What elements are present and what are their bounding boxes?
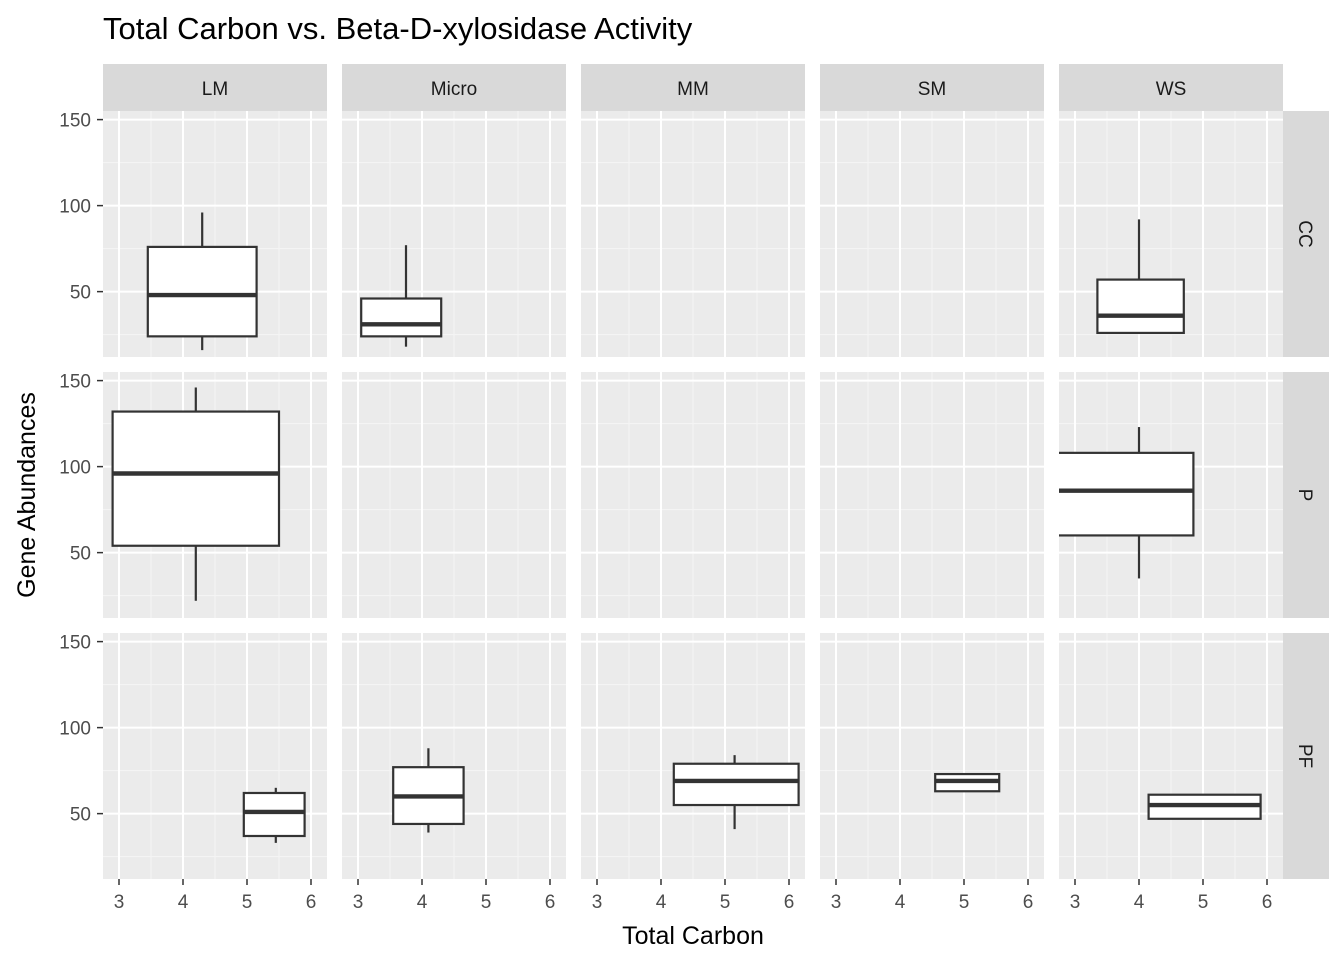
column-strip-label: Micro [431, 79, 477, 100]
box-iqr [111, 410, 281, 547]
y-tick-label: 100 [59, 458, 91, 479]
x-tick-label: 5 [242, 892, 253, 913]
box-iqr [1096, 278, 1185, 335]
boxplot-cc-micro [360, 245, 443, 347]
x-tick-label: 3 [831, 892, 842, 913]
boxplot-cc-lm [146, 212, 258, 351]
x-tick-label: 4 [895, 892, 906, 913]
column-strip-label: LM [202, 79, 228, 100]
column-strip-micro [342, 64, 566, 111]
x-tick-label: 4 [656, 892, 667, 913]
y-tick-label: 150 [59, 111, 91, 132]
x-tick-label: 3 [592, 892, 603, 913]
box-iqr [672, 762, 800, 807]
x-tick-label: 5 [1198, 892, 1209, 913]
x-tick-label: 4 [1134, 892, 1145, 913]
y-axis-title: Gene Abundances [13, 392, 41, 598]
y-tick-label: 50 [70, 544, 91, 565]
column-strip-lm [103, 64, 327, 111]
x-tick-label: 4 [417, 892, 428, 913]
x-tick-label: 3 [353, 892, 364, 913]
column-strip-sm [820, 64, 1044, 111]
box-iqr [1059, 451, 1195, 537]
column-strip-label: MM [677, 79, 709, 100]
x-tick-label: 3 [114, 892, 125, 913]
box-iqr [360, 297, 443, 338]
y-tick-label: 100 [59, 719, 91, 740]
y-tick-label: 150 [59, 633, 91, 654]
box-iqr [242, 791, 306, 838]
boxplot-p-ws [1059, 427, 1195, 579]
boxplot-p-lm [111, 387, 281, 601]
y-tick-label: 100 [59, 197, 91, 218]
column-strip-mm [581, 64, 805, 111]
row-strip-cc [1283, 111, 1329, 357]
x-axis-title: Total Carbon [622, 922, 764, 950]
row-strip-p [1283, 372, 1329, 618]
boxplot-pf-mm [672, 755, 800, 830]
x-tick-label: 5 [720, 892, 731, 913]
x-tick-label: 6 [1023, 892, 1034, 913]
x-tick-label: 5 [959, 892, 970, 913]
x-tick-label: 6 [545, 892, 556, 913]
y-tick-label: 150 [59, 372, 91, 393]
y-tick-label: 50 [70, 805, 91, 826]
facet-panels: LM Micro MM SM WS CC P PF 50 100 150 50 100 150 50 100 1… [59, 64, 1329, 913]
y-tick-label: 50 [70, 283, 91, 304]
x-tick-label: 6 [1262, 892, 1273, 913]
column-strip-label: SM [918, 79, 947, 100]
box-iqr [146, 245, 258, 338]
row-strip-label: P [1294, 489, 1315, 502]
boxplot-pf-sm [934, 772, 1001, 793]
boxplot-pf-ws [1147, 793, 1262, 820]
x-tick-label: 3 [1070, 892, 1081, 913]
row-strip-pf [1283, 633, 1329, 879]
row-strip-label: PF [1294, 744, 1315, 768]
boxplot-pf-micro [392, 748, 465, 833]
row-strip-label: CC [1294, 220, 1315, 247]
x-tick-label: 6 [306, 892, 317, 913]
x-tick-label: 4 [178, 892, 189, 913]
chart-title: Total Carbon vs. Beta-D-xylosidase Activ… [103, 11, 693, 46]
column-strip-ws [1059, 64, 1283, 111]
x-tick-label: 6 [784, 892, 795, 913]
boxplot-cc-ws [1096, 219, 1185, 335]
x-tick-label: 5 [481, 892, 492, 913]
column-strip-label: WS [1156, 79, 1187, 100]
boxplot-pf-lm [242, 787, 306, 843]
